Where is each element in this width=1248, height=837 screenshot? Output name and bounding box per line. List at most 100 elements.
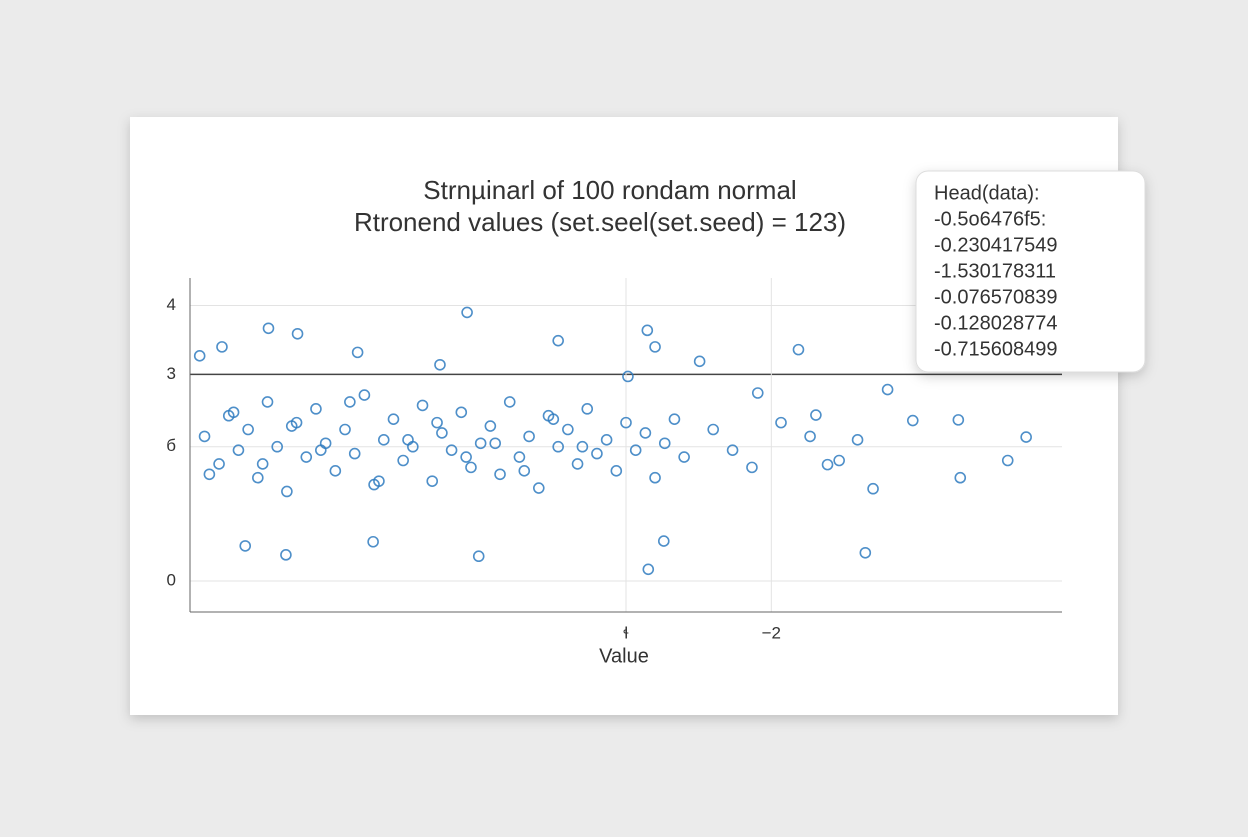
point [285, 420, 298, 432]
point [881, 383, 894, 396]
head-line: -0.076570839 [934, 286, 1057, 308]
point [256, 458, 269, 470]
point [639, 427, 652, 439]
head-panel [915, 170, 1146, 373]
point [445, 444, 458, 456]
point [833, 454, 845, 467]
point [678, 451, 690, 463]
point [867, 482, 879, 495]
point [434, 358, 446, 371]
chart-title: Rtronend values (set.seel(set.seed) = 12… [354, 207, 846, 237]
point [426, 475, 439, 487]
point [518, 465, 531, 477]
point [339, 423, 351, 436]
point [610, 465, 623, 477]
point [532, 482, 545, 494]
x-axis-label: Value [599, 645, 649, 667]
point [581, 403, 594, 415]
head-box: Head(data): -0.5o6476f5: -0.230417549 -1.5… [915, 170, 1146, 373]
point [367, 535, 379, 548]
point [1001, 454, 1014, 467]
head-lines: -0.5o6476f5: -0.230417549 -1.530178311 -0.0… [934, 208, 1057, 360]
point [239, 540, 252, 552]
point [775, 416, 787, 429]
point [431, 416, 443, 429]
point [351, 346, 364, 359]
point [461, 306, 473, 319]
point [262, 322, 275, 335]
point [649, 471, 661, 484]
point [472, 550, 485, 563]
point [232, 444, 245, 456]
point [373, 475, 385, 487]
point [552, 440, 564, 453]
head-line: -0.128028774 [934, 312, 1057, 334]
point [657, 535, 670, 547]
point [348, 447, 361, 460]
head-line: -1.530178311 [934, 260, 1056, 282]
point [436, 427, 448, 439]
point [216, 341, 228, 353]
point [859, 546, 872, 559]
y-tick-label: 0 [167, 570, 176, 589]
y-tick-label: б [166, 436, 176, 455]
point [547, 413, 560, 425]
point [726, 444, 739, 456]
point [416, 399, 429, 412]
point [280, 549, 292, 561]
y-tick-label: 3 [167, 364, 176, 383]
point [600, 434, 613, 446]
point [281, 485, 293, 498]
plot: 0 б 3 4 ɬ −2 [166, 278, 1062, 642]
point [203, 468, 216, 481]
point [1020, 431, 1032, 443]
point [562, 423, 574, 436]
point [397, 454, 409, 467]
point [693, 355, 706, 368]
point [193, 350, 206, 362]
point [810, 409, 822, 421]
point [658, 437, 671, 450]
point [804, 430, 816, 443]
point [358, 389, 371, 401]
point [954, 471, 967, 484]
point [310, 403, 322, 415]
head-title: Head(data): [934, 182, 1040, 204]
point [242, 423, 254, 436]
point [227, 406, 240, 419]
y-tick-label: 4 [167, 295, 176, 314]
point [465, 461, 477, 474]
point [552, 334, 564, 347]
point [314, 444, 327, 456]
point [620, 416, 632, 429]
point [851, 434, 864, 446]
point [402, 434, 414, 446]
point [291, 327, 304, 340]
point [906, 414, 919, 427]
point [668, 413, 681, 425]
point [751, 387, 764, 399]
point [261, 396, 274, 408]
point [213, 458, 225, 470]
point [952, 414, 965, 426]
point [576, 440, 589, 453]
point [513, 451, 526, 463]
point [622, 370, 634, 383]
point [792, 343, 805, 356]
point [329, 465, 342, 477]
point [377, 434, 390, 446]
point [387, 413, 400, 425]
point [494, 468, 506, 481]
point [591, 447, 603, 460]
point [642, 563, 655, 576]
head-line: -0.715608499 [934, 338, 1057, 360]
point [629, 444, 642, 456]
point [460, 451, 472, 463]
head-line: -0.5o6476f5: [934, 208, 1046, 230]
point [300, 451, 313, 463]
x-tick-label: −2 [762, 623, 781, 642]
point [484, 420, 497, 432]
point [746, 461, 758, 474]
point [489, 437, 502, 450]
